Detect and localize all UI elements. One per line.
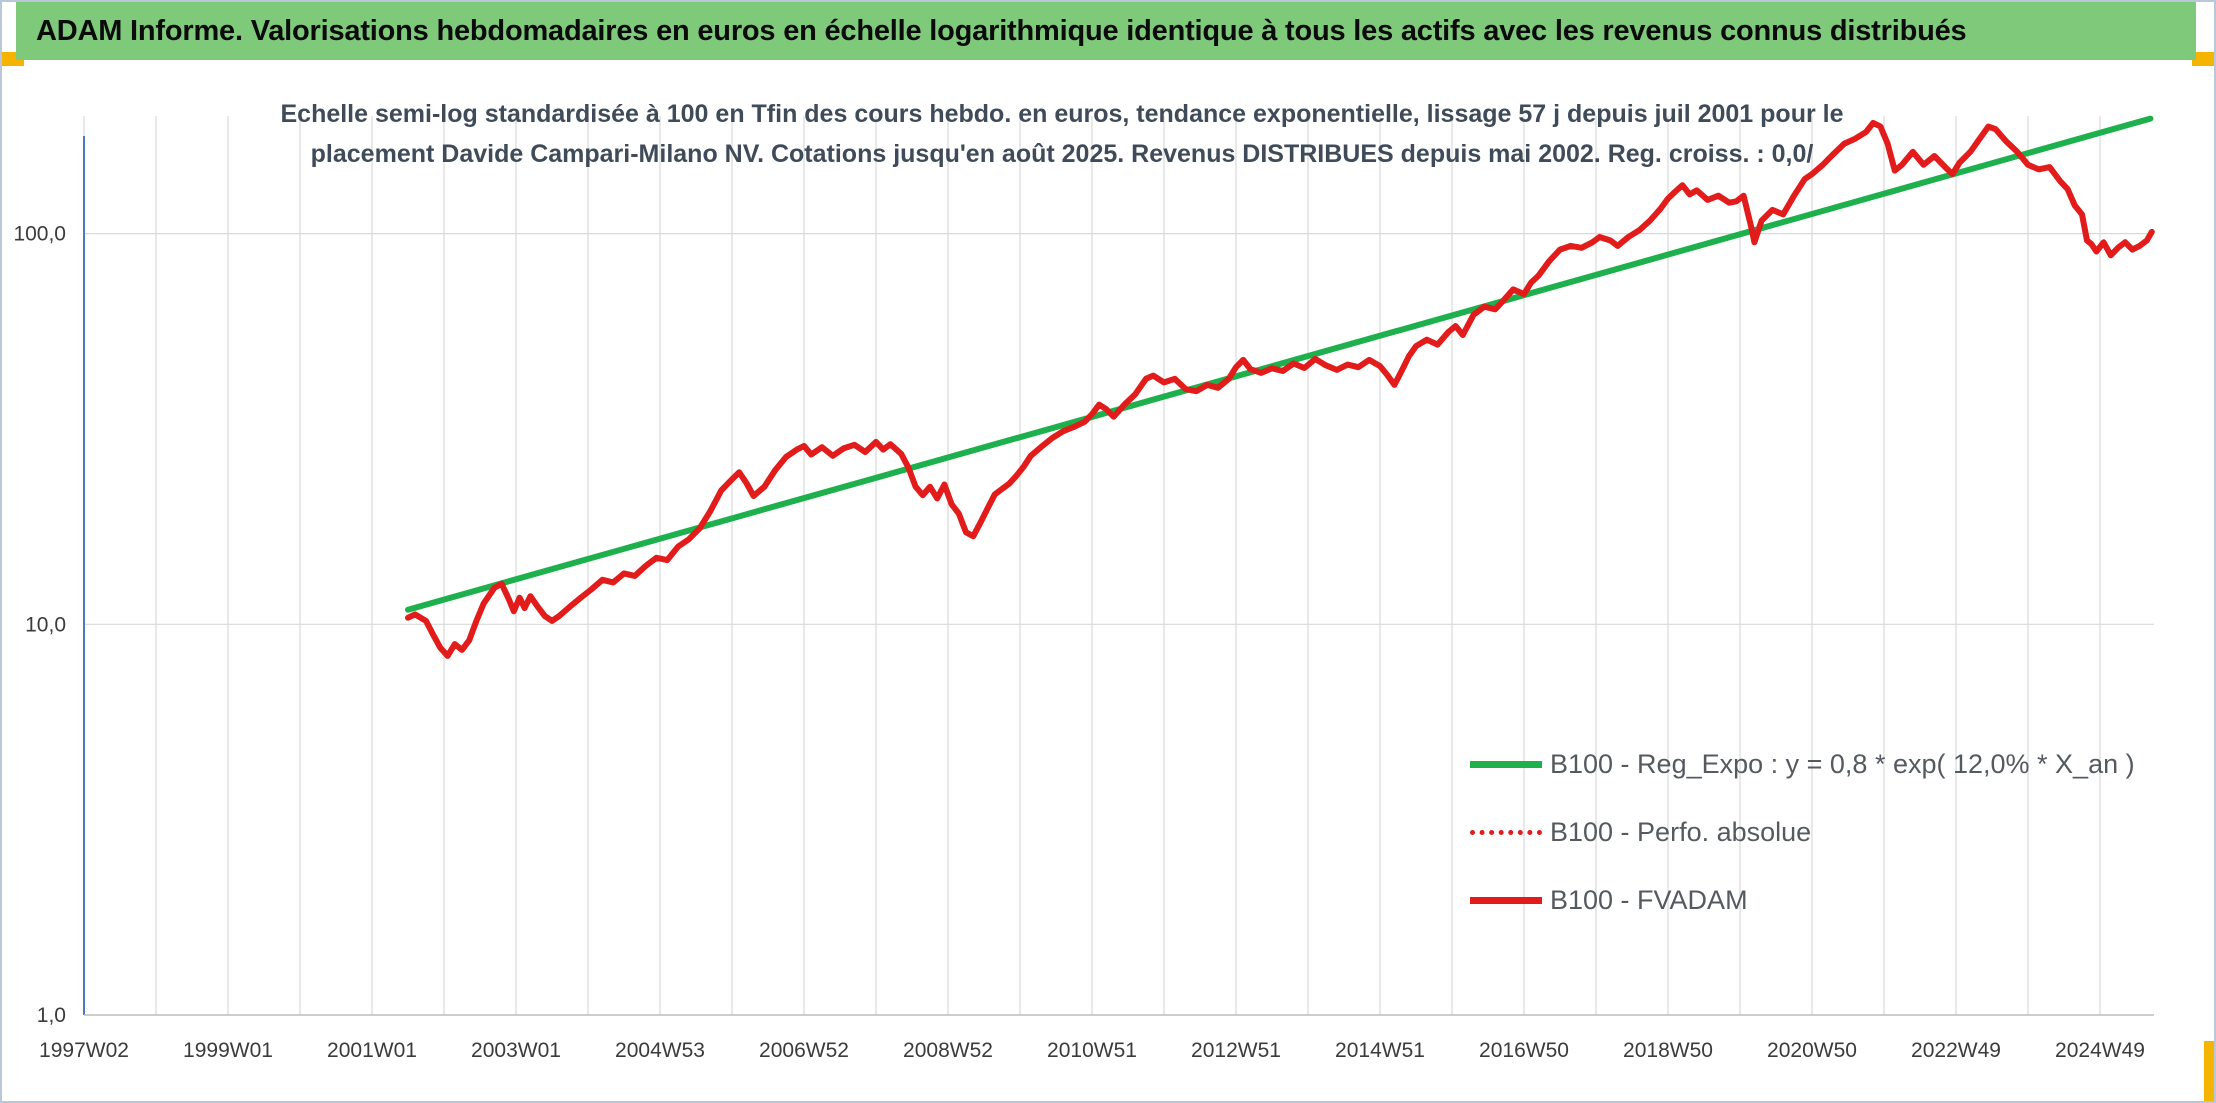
axis-layer bbox=[83, 136, 2154, 1016]
legend-swatch-fvadam bbox=[1470, 896, 1542, 904]
x-tick-label: 2004W53 bbox=[615, 1039, 705, 1062]
y-tick-label: 100,0 bbox=[13, 223, 66, 246]
legend-swatch-regression bbox=[1470, 760, 1542, 768]
chart-title: Echelle semi-log standardisée à 100 en T… bbox=[280, 100, 1844, 168]
corner-accent bbox=[2192, 52, 2214, 66]
banner-title: ADAM Informe. Valorisations hebdomadaire… bbox=[36, 14, 1967, 47]
x-tick-label: 2003W01 bbox=[471, 1039, 561, 1062]
x-tick-label: 2014W51 bbox=[1335, 1039, 1425, 1062]
legend-swatch-perfo-absolue bbox=[1470, 829, 1542, 835]
series-line-regression bbox=[405, 115, 2154, 613]
x-tick-label: 2016W50 bbox=[1479, 1039, 1569, 1062]
x-tick-label: 2006W52 bbox=[759, 1039, 849, 1062]
legend-label-regression: B100 - Reg_Expo : y = 0,8 * exp( 12,0% *… bbox=[1550, 748, 2135, 779]
x-tick-label: 2010W51 bbox=[1047, 1039, 1137, 1062]
chart-legend: B100 - Reg_Expo : y = 0,8 * exp( 12,0% *… bbox=[1470, 730, 2170, 934]
x-tick-label: 2022W49 bbox=[1911, 1039, 2001, 1062]
series-line-fvadam bbox=[405, 119, 2155, 659]
legend-item-perfo-absolue[interactable]: B100 - Perfo. absolue bbox=[1470, 798, 2170, 866]
series-layer bbox=[405, 115, 2155, 659]
x-tick-label: 1999W01 bbox=[183, 1039, 273, 1062]
legend-label-fvadam: B100 - FVADAM bbox=[1550, 884, 1748, 915]
x-tick-label: 2001W01 bbox=[327, 1039, 417, 1062]
x-tick-label: 2020W50 bbox=[1767, 1039, 1857, 1062]
x-tick-label: 1997W02 bbox=[39, 1039, 129, 1062]
legend-item-regression[interactable]: B100 - Reg_Expo : y = 0,8 * exp( 12,0% *… bbox=[1470, 730, 2170, 798]
x-tick-label: 2024W49 bbox=[2055, 1039, 2145, 1062]
legend-label-perfo-absolue: B100 - Perfo. absolue bbox=[1550, 816, 1812, 847]
legend-item-fvadam[interactable]: B100 - FVADAM bbox=[1470, 866, 2170, 934]
corner-accent bbox=[2204, 1041, 2214, 1101]
y-tick-label: 1,0 bbox=[37, 1004, 66, 1027]
y-tick-label: 10,0 bbox=[25, 613, 66, 636]
x-tick-label: 2018W50 bbox=[1623, 1039, 1713, 1062]
x-tick-label: 2012W51 bbox=[1191, 1039, 1281, 1062]
tick-layer: 1,0 10,0 100,0 1997W02 1999W01 2001W01 2003W01… bbox=[13, 223, 2145, 1062]
report-banner: ADAM Informe. Valorisations hebdomadaire… bbox=[16, 2, 2196, 60]
x-tick-label: 2008W52 bbox=[903, 1039, 993, 1062]
